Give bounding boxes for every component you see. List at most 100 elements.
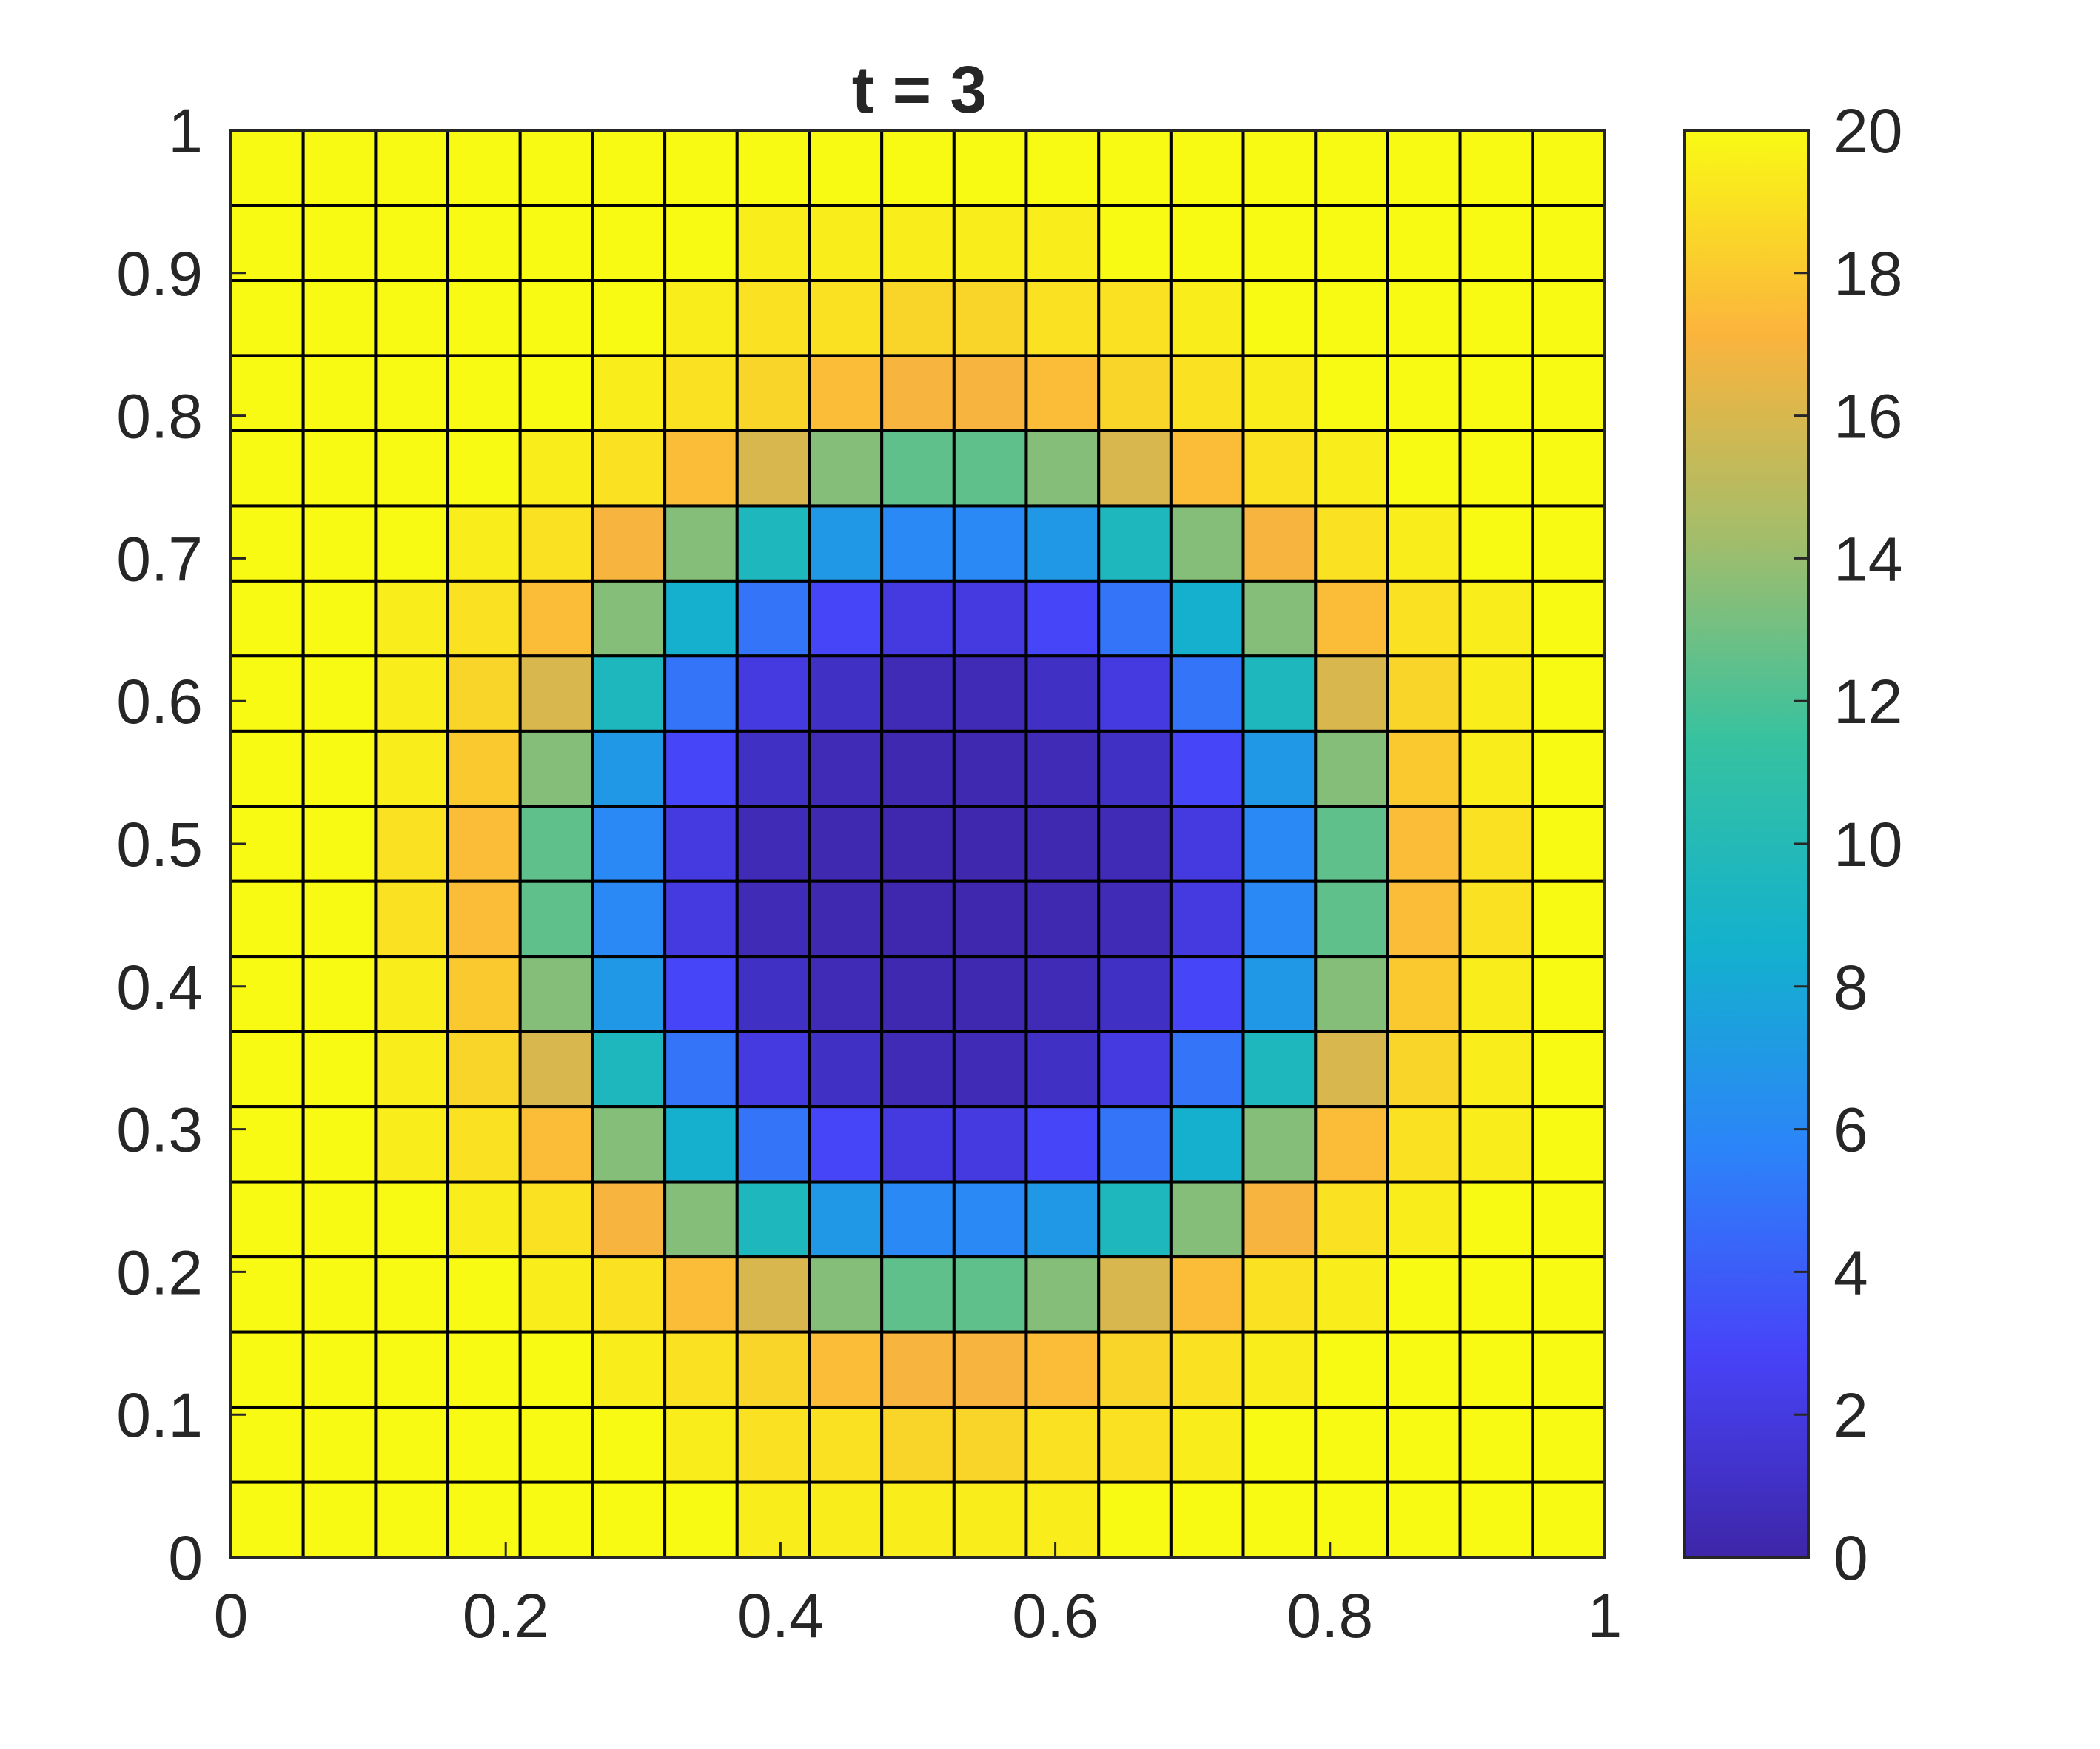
heatmap-cell [1097,1180,1173,1259]
heatmap-cell [808,504,884,583]
heatmap-cell [229,1480,305,1559]
heatmap-cell [1531,1480,1607,1559]
heatmap-cell [1386,1105,1462,1184]
heatmap-cell [735,1180,811,1259]
colorbar-tick-label: 4 [1834,1238,1868,1307]
heatmap-cell [735,429,811,508]
heatmap-cell [229,429,305,508]
heatmap-cell [374,429,450,508]
heatmap-cell [1169,1330,1245,1409]
heatmap-cell [591,129,667,207]
heatmap-cell [1531,805,1607,883]
heatmap-cell [591,279,667,357]
heatmap-cell [1024,279,1101,357]
heatmap-cell [808,654,884,733]
colorbar [1683,129,1810,1559]
heatmap-cell [229,654,305,733]
x-tick-label: 0 [214,1581,249,1651]
heatmap-cell [1386,955,1462,1033]
heatmap-cell [1097,429,1173,508]
heatmap-cell [446,879,522,959]
heatmap-cell [735,279,811,357]
heatmap-cell [1241,1180,1318,1259]
heatmap-cell [1097,729,1173,808]
heatmap-cell [735,1405,811,1484]
colorbar-tick-label: 8 [1834,953,1868,1022]
heatmap-cell [1024,579,1101,658]
colorbar-tick-label: 2 [1834,1380,1868,1450]
heatmap-cell [952,1030,1028,1109]
heatmap-cell [1169,654,1245,733]
heatmap-cell [952,354,1028,432]
heatmap-cell [591,805,667,883]
heatmap-cell [446,1330,522,1409]
heatmap-cell [1241,204,1318,283]
heatmap-cell [663,504,739,583]
heatmap-cell [1531,729,1607,808]
heatmap-cell [1024,1330,1101,1409]
heatmap-cell [1531,1105,1607,1184]
heatmap-cell [301,879,378,959]
heatmap-cell [1531,579,1607,658]
heatmap-cell [1097,1255,1173,1334]
heatmap-cell [1458,1405,1534,1484]
heatmap-cell [591,1330,667,1409]
heatmap-cell [591,1030,667,1109]
heatmap-cell [518,1255,594,1334]
heatmap-cell [663,204,739,283]
heatmap-cell [880,579,956,658]
heatmap-cell [301,1480,378,1559]
heatmap-cell [374,729,450,808]
heatmap-cell [1097,354,1173,432]
heatmap-cell [1314,1480,1389,1559]
heatmap-cell [1314,1030,1389,1109]
heatmap-cell [1097,1105,1173,1184]
heatmap-cell [591,354,667,432]
heatmap-cell [229,1405,305,1484]
heatmap-cell [1386,504,1462,583]
heatmap-cell [1458,504,1534,583]
heatmap-cell [952,654,1028,733]
heatmap-cell [1241,1480,1318,1559]
heatmap-cell [1386,1330,1462,1409]
heatmap-cell [1531,1330,1607,1409]
heatmap-cell [1097,1330,1173,1409]
heatmap-cell [663,1330,739,1409]
heatmap-cell [808,955,884,1033]
heatmap-cell [229,204,305,283]
heatmap-cell [301,579,378,658]
heatmap-cell [1024,129,1101,207]
heatmap-cell [1097,129,1173,207]
colorbar-tick-label: 0 [1834,1523,1868,1593]
heatmap-cell [880,1030,956,1109]
heatmap-cell [518,279,594,357]
heatmap-cell [446,1255,522,1334]
y-tick-label: 0.6 [116,667,203,736]
heatmap-cell [663,579,739,658]
heatmap-cell [1531,429,1607,508]
heatmap-cell [1169,1255,1245,1334]
x-tick-label: 0.8 [1286,1581,1373,1651]
heatmap-cell [663,1405,739,1484]
heatmap-cell [1458,1180,1534,1259]
heatmap-cell [446,805,522,883]
heatmap-cell [1314,204,1389,283]
colorbar-tick-label: 20 [1834,96,1902,166]
heatmap-cell [518,1030,594,1109]
heatmap-cell [663,879,739,959]
heatmap-cell [1386,354,1462,432]
heatmap-cell [1097,955,1173,1033]
heatmap-cell [808,429,884,508]
heatmap-cell [1531,955,1607,1033]
heatmap-cell [1458,879,1534,959]
heatmap-cell [952,729,1028,808]
heatmap-cell [952,1405,1028,1484]
heatmap-cell [446,579,522,658]
heatmap-cell [952,1180,1028,1259]
heatmap-cells [229,129,1607,1559]
heatmap-cell [1241,879,1318,959]
heatmap-cell [1169,879,1245,959]
heatmap-cell [1386,204,1462,283]
heatmap-cell [1097,504,1173,583]
heatmap-cell [446,1405,522,1484]
